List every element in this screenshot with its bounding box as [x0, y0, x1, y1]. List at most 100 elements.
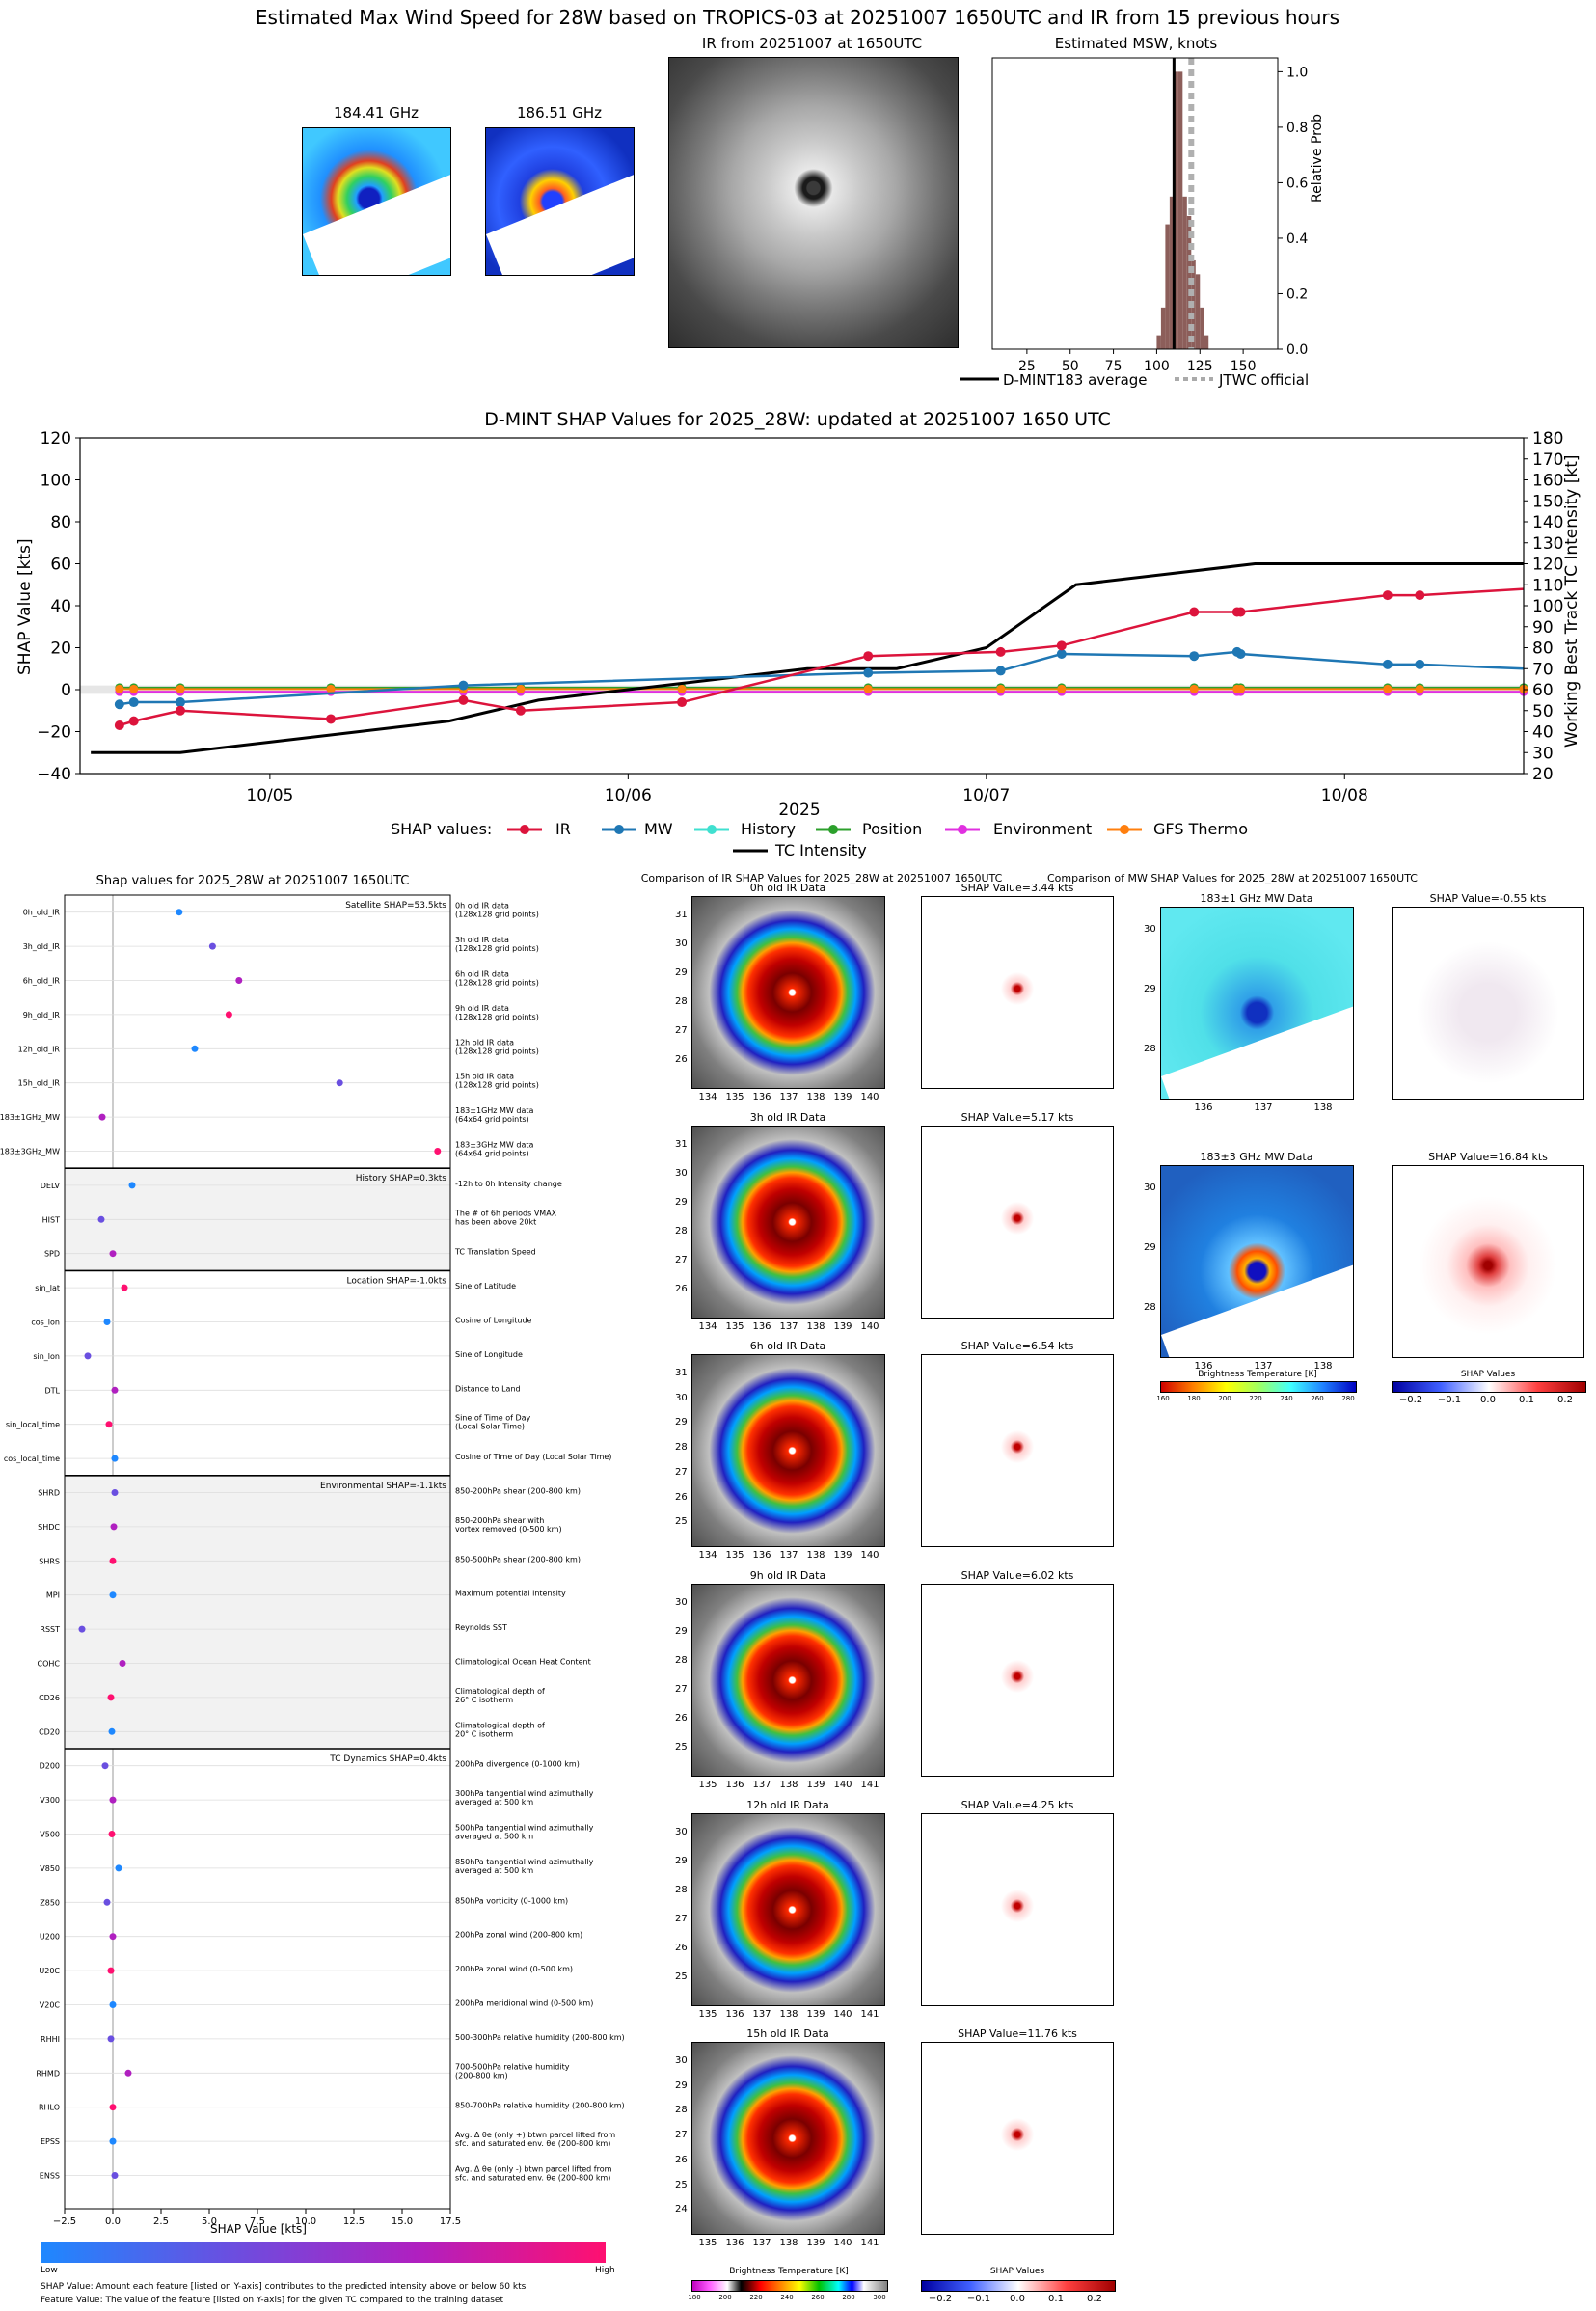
group-label: Environmental SHAP=-1.1kts [320, 1482, 446, 1491]
feature-desc: Sine of Time of Day [455, 1414, 531, 1423]
ir-xtick: 135 [698, 2009, 717, 2020]
ir-ytick: 30 [675, 1392, 688, 1403]
feature-name: D200 [40, 1762, 60, 1771]
feature-desc: 9h old IR data [455, 1004, 509, 1013]
ts-ytick-left: 80 [50, 513, 71, 532]
mw-shap-cbar-tick: 0.2 [1557, 1395, 1573, 1405]
ts-ytick-right: 90 [1532, 618, 1554, 638]
feature-point [109, 2137, 117, 2145]
feature-desc: Cosine of Longitude [455, 1317, 532, 1325]
ts-ytick-right: 100 [1532, 597, 1563, 616]
mw-brightness-colorbar [1160, 1381, 1357, 1393]
mw-shap-cbar-tick: −0.1 [1437, 1395, 1462, 1405]
feature-name: V850 [40, 1864, 60, 1873]
mw-point [1189, 651, 1200, 662]
ir-ytick: 26 [675, 1054, 688, 1065]
mw-shap-cbar-tick: −0.2 [1398, 1395, 1423, 1405]
mw-xtick: 137 [1254, 1102, 1273, 1113]
ir-xtick: 137 [779, 1321, 798, 1332]
legend-position-marker [816, 825, 851, 834]
feat-xtick: 17.5 [440, 2216, 461, 2227]
feature-point [109, 1250, 117, 1258]
feature-name: RHLO [39, 2104, 60, 2112]
ir-ytick: 30 [675, 2055, 688, 2066]
ir-ytick: 28 [675, 1655, 688, 1666]
ir-ytick: 31 [675, 1368, 688, 1378]
feature-point [225, 1011, 232, 1019]
feature-desc: 500-300hPa relative humidity (200-800 km… [455, 2033, 625, 2042]
feature-point [111, 1489, 119, 1496]
feature-desc: vortex removed (0-500 km) [455, 1525, 562, 1534]
ir-xtick: 140 [860, 1092, 879, 1102]
series-point-flat [1057, 684, 1067, 693]
mw-point [863, 667, 874, 678]
group-label: Location SHAP=-1.0kts [346, 1276, 446, 1286]
ir-shap-cbar-tick: −0.2 [928, 2294, 953, 2304]
ir-xtick: 137 [752, 1780, 771, 1790]
ir-ytick: 27 [675, 1466, 688, 1478]
mw-point [995, 666, 1006, 676]
feature-desc: 700-500hPa relative humidity [455, 2062, 570, 2071]
hist-bar [1156, 335, 1161, 349]
feature-point [107, 1967, 115, 1974]
feature-point [109, 1591, 117, 1599]
feat-xtick: 5.0 [202, 2216, 217, 2227]
ir-xtick: 139 [806, 2238, 825, 2248]
ts-xtick: 10/08 [1321, 786, 1368, 805]
ir-xtick: 138 [779, 2009, 798, 2020]
mw1-title: 184.41 GHz [333, 104, 419, 122]
series-point-flat [1189, 684, 1199, 693]
feature-name: RHMD [36, 2069, 60, 2078]
legend-ir-marker [507, 825, 542, 834]
ir-xtick: 141 [860, 1780, 879, 1790]
hist-xtick: 100 [1144, 359, 1170, 374]
feature-desc: Climatological Ocean Heat Content [455, 1658, 591, 1667]
ir-xtick: 136 [752, 1321, 771, 1332]
cbar-high: High [595, 2266, 615, 2275]
mw-cbar-tick: 280 [1341, 1395, 1355, 1402]
ir-row-image [691, 1584, 885, 1777]
ir-title: IR from 20251007 at 1650UTC [701, 35, 923, 52]
ir-point [1189, 607, 1200, 617]
ir-xtick: 139 [806, 2009, 825, 2020]
ir-xtick: 134 [698, 1550, 717, 1561]
feature-point [110, 1523, 118, 1531]
legend-ir: IR [555, 820, 571, 838]
mw-point [128, 697, 139, 708]
feature-point [105, 1421, 113, 1428]
ts-ytick-right: 40 [1532, 723, 1554, 743]
feature-point [121, 1284, 128, 1291]
legend-tc-marker [733, 849, 768, 853]
feat-xtick: 0.0 [105, 2216, 121, 2227]
feature-desc: 183±3GHz MW data [455, 1141, 533, 1150]
hist-title: Estimated MSW, knots [1054, 35, 1218, 52]
feature-desc: Avg. Δ θe (only -) btwn parcel lifted fr… [455, 2165, 612, 2174]
legend-env-marker [945, 825, 980, 834]
feature-name: SHRS [39, 1557, 60, 1565]
feature-desc: The # of 6h periods VMAX [454, 1209, 557, 1217]
ir-ytick: 25 [675, 1971, 688, 1982]
hist-bar [1182, 196, 1187, 349]
legend-title: SHAP values: [391, 820, 493, 838]
feat-xtick: 10.0 [295, 2216, 316, 2227]
feature-point [434, 1148, 442, 1155]
legend-history-marker [694, 825, 729, 834]
mw-xtick: 136 [1194, 1361, 1213, 1372]
feature-name: MPI [46, 1591, 60, 1600]
feature-name: DELV [41, 1182, 61, 1190]
ir-shap-cbar-tick: −0.1 [966, 2294, 991, 2304]
feature-name: HIST [42, 1215, 60, 1224]
ir-xtick: 137 [752, 2009, 771, 2020]
feature-desc: (128x128 grid points) [455, 944, 539, 953]
ir-brightness-colorbar [691, 2280, 888, 2292]
ir-xtick: 136 [725, 1780, 744, 1790]
ir-xtick: 138 [779, 2238, 798, 2248]
feature-desc: (64x64 grid points) [455, 1115, 529, 1124]
feature-desc: 0h old IR data [455, 902, 509, 911]
ir-ytick: 25 [675, 2179, 688, 2190]
ir-xtick: 135 [698, 1780, 717, 1790]
mw-point [1382, 659, 1393, 669]
ts-ytick-right: 60 [1532, 681, 1554, 700]
ir-ytick: 26 [675, 1284, 688, 1294]
ir-xtick: 136 [752, 1550, 771, 1561]
